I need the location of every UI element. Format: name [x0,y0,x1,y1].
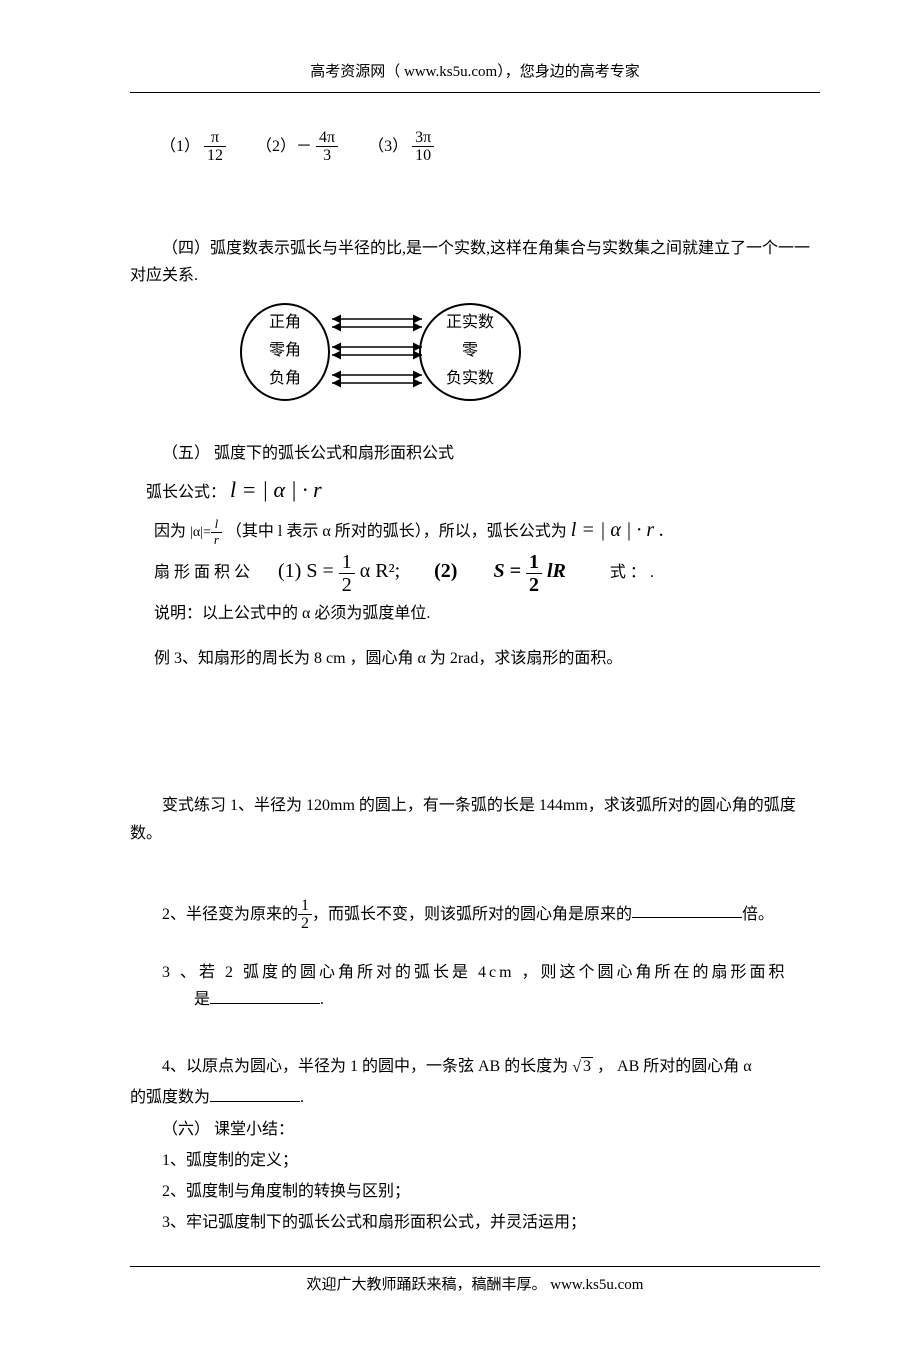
fan1: (1) S = 1 2 α R²; [278,564,404,581]
because-pre: 因为 [154,523,186,540]
fan1-post: α R²; [355,560,400,582]
fan2-post: lR [542,560,566,582]
frac3-num: 3π [412,129,434,147]
v2-tail: 倍。 [742,905,774,922]
lr-num: l [211,517,222,531]
fan2: S = 1 2 lR [493,564,569,581]
right-label-1: 正实数 [446,313,494,331]
because-line: 因为 |α|= l r （其中 l 表示 α 所对的弧长），所以，弧长公式为 l… [154,513,820,547]
formula-1-label: （1） [160,137,200,154]
left-label-1: 正角 [269,313,301,331]
example-3: 例 3、知扇形的周长为 8 cm ，圆心角 α 为 2rad，求该扇形的面积。 [154,645,820,672]
arc-length-label: 弧长公式： [146,484,226,501]
footer-rule [130,1266,820,1267]
v2-num: 1 [298,897,312,915]
right-label-3: 负实数 [446,369,494,387]
frac1-den: 12 [204,146,226,165]
summary-3: 3、牢记弧度制下的弧长公式和扇形面积公式，并灵活运用； [130,1209,820,1236]
summary-2: 2、弧度制与角度制的转换与区别； [130,1178,820,1205]
v2-blank[interactable] [632,901,742,918]
left-label-3: 负角 [269,369,301,387]
v3-line1: 3 、若 2 弧度的圆心角所对的弧长是 4cm ，则这个圆心角所在的扇形面积 [162,959,820,986]
fan1-half-den: 2 [339,573,355,596]
v3-b: 是 [194,991,210,1008]
v2-frac: 1 2 [298,897,312,933]
v3-line2: 是. [194,986,820,1013]
abs-alpha: |α|= [190,525,211,540]
variant-3: 3 、若 2 弧度的圆心角所对的弧长是 4cm ，则这个圆心角所在的扇形面积 是… [162,959,820,1013]
formula-row: （1） π 12 （2）－ 4π 3 （3） 3π 10 [160,129,820,165]
v2-post: ，而弧长不变，则该弧所对的圆心角是原来的 [312,905,632,922]
mapping-svg: 正角 零角 负角 正实数 零 负实数 [230,297,530,407]
sqrt-3: 3 [572,1053,593,1080]
fan1-pre: (1) S = [278,560,339,582]
fan2-half-num: 1 [526,551,542,573]
because-mid: （其中 l 表示 α 所对的弧长），所以，弧长公式为 [226,523,567,540]
frac2-den: 3 [316,146,338,165]
fan1-half: 1 2 [339,551,355,596]
lr-den: r [211,532,222,547]
sqrt-val: 3 [581,1057,593,1075]
v4-a: 4、以原点为圆心，半径为 1 的圆中，一条弦 AB 的长度为 [162,1058,568,1075]
v4-d: . [300,1089,304,1106]
fan2-lbl: (2) [434,560,457,582]
fan2-half: 1 2 [526,551,542,596]
frac1-num: π [204,129,226,147]
mapping-diagram: 正角 零角 负角 正实数 零 负实数 [130,297,820,416]
arc-length-formula-2: l = | α | · r . [571,519,664,541]
variant-4-line2: 的弧度数为. [130,1084,820,1111]
formula-3: （3） 3π 10 [368,129,434,165]
summary-1: 1、弧度制的定义； [130,1147,820,1174]
left-label-2: 零角 [269,341,301,359]
section-4-text: （四）弧度数表示弧长与半径的比,是一个实数,这样在角集合与实数集之间就建立了一个… [130,235,820,289]
fan-area-line: 扇形面积公 (1) S = 1 2 α R²; (2) S = 1 2 lR 式… [154,551,820,596]
formula-2: （2）－ 4π 3 [256,129,338,165]
right-label-2: 零 [462,342,478,359]
variant-2: 2、半径变为原来的 1 2 ，而弧长不变，则该弧所对的圆心角是原来的 倍。 [162,897,820,933]
note-line: 说明：以上公式中的 α 必须为弧度单位. [154,600,820,627]
fraction-1: π 12 [204,129,226,165]
section-6-title: （六） 课堂小结： [130,1116,820,1143]
fan2-pre: S = [493,560,526,582]
formula-1: （1） π 12 [160,129,226,165]
v4-c: 的弧度数为 [130,1089,210,1106]
header-rule [130,92,820,93]
formula-2-label: （2）－ [256,137,312,154]
fraction-3: 3π 10 [412,129,434,165]
formula-3-label: （3） [368,137,408,154]
v4-blank[interactable] [210,1085,300,1102]
fraction-2: 4π 3 [316,129,338,165]
page: 高考资源网（ www.ks5u.com），您身边的高考专家 （1） π 12 （… [0,0,920,1359]
v3-blank[interactable] [210,987,320,1004]
variant-4-line1: 4、以原点为圆心，半径为 1 的圆中，一条弦 AB 的长度为 3 ， AB 所对… [162,1053,820,1080]
fan-label-tail: 式：. [610,564,658,581]
section-5-title: （五） 弧度下的弧长公式和扇形面积公式 [130,440,820,467]
l-over-r: l r [211,517,222,547]
fan1-half-num: 1 [339,551,355,573]
v4-b: ， AB 所对的圆心角 α [597,1058,752,1075]
arc-length-line: 弧长公式： l = | α | · r [146,471,820,508]
fan2-half-den: 2 [526,573,542,596]
page-header: 高考资源网（ www.ks5u.com），您身边的高考专家 [130,60,820,86]
v3-c: . [320,991,324,1008]
v2-pre: 2、半径变为原来的 [162,905,298,922]
frac3-den: 10 [412,146,434,165]
v2-den: 2 [298,914,312,933]
variant-1: 变式练习 1、半径为 120mm 的圆上，有一条弧的长是 144mm，求该弧所对… [130,792,820,846]
frac2-num: 4π [316,129,338,147]
arc-length-formula: l = | α | · r [230,477,322,502]
page-footer: 欢迎广大教师踊跃来稿，稿酬丰厚。 www.ks5u.com [130,1273,820,1299]
fan-label: 扇形面积公 [154,564,254,581]
